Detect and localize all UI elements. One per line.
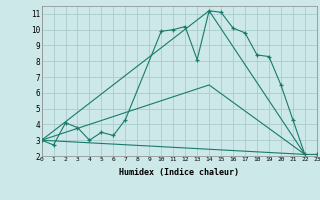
X-axis label: Humidex (Indice chaleur): Humidex (Indice chaleur)	[119, 168, 239, 177]
